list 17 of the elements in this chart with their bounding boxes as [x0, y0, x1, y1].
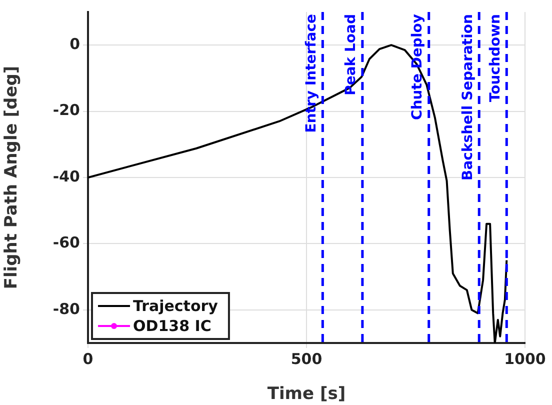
- x-tick-label: 1000: [504, 350, 546, 368]
- legend-label: Trajectory: [133, 296, 218, 315]
- x-axis-title: Time [s]: [267, 384, 346, 404]
- ref-line-label: Chute Deploy: [410, 14, 426, 120]
- legend-label: OD138 IC: [133, 316, 212, 335]
- y-tick-label: -20: [52, 101, 80, 120]
- x-tick-label: 0: [82, 350, 94, 368]
- x-tick-label: 500: [290, 350, 322, 368]
- y-tick-label: -60: [52, 234, 80, 252]
- y-tick-label: -40: [52, 167, 80, 186]
- y-tick-label: 0: [70, 34, 80, 53]
- y-tick-label: -80: [52, 300, 80, 318]
- ref-line-label: Entry Interface: [303, 14, 320, 133]
- y-axis-title: Flight Path Angle [deg]: [2, 66, 22, 290]
- ref-line-label: Peak Load: [343, 14, 360, 96]
- ref-line-label: Touchdown: [487, 14, 504, 102]
- ref-line-label: Backshell Separation: [460, 14, 476, 180]
